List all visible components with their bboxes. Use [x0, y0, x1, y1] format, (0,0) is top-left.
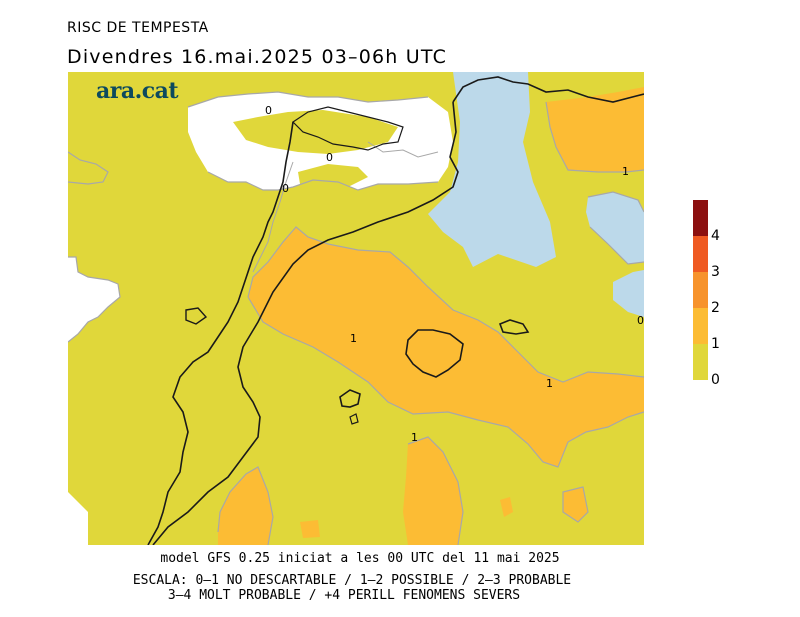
risk-color-legend: [693, 200, 708, 380]
risk-1-2-islet: [500, 497, 513, 517]
risk-1-2-southeast-blob: [563, 487, 588, 522]
scale-description-line-1: ESCALA: 0–1 NO DESCARTABLE / 1–2 POSSIBL…: [132, 573, 572, 588]
legend-swatch-4-plus: [693, 200, 708, 236]
risk-1-2-south: [218, 467, 273, 545]
risk-1-2-northeast: [546, 87, 644, 172]
no-data-area-sw-edge: [68, 492, 88, 545]
contour-label: 0: [326, 151, 333, 164]
coastlines: [147, 76, 644, 545]
map-title: RISC DE TEMPESTA: [67, 20, 209, 36]
contour-lines: [68, 91, 644, 545]
forecast-datetime: Divendres 16.mai.2025 03–06h UTC: [67, 46, 448, 68]
contour-label: 1: [350, 332, 357, 345]
scale-description-line-2: 3–4 MOLT PROBABLE / +4 PERILL FENOMENS S…: [167, 588, 521, 603]
contour-label: 0: [265, 104, 272, 117]
model-info: model GFS 0.25 iniciat a les 00 UTC del …: [160, 551, 560, 566]
legend-label: 0: [711, 372, 720, 388]
contour-label: 0: [282, 182, 289, 195]
sea-southeast: [613, 270, 644, 317]
sea-gulf-of-lion: [428, 72, 556, 267]
legend-label: 3: [711, 264, 720, 280]
no-data-area-western-coast: [68, 257, 120, 342]
contour-label: 1: [411, 431, 418, 444]
risk-1-2-south-center: [403, 437, 463, 545]
sea-east: [586, 192, 644, 264]
map-canvas: [68, 72, 644, 545]
internal-borders: [252, 141, 439, 273]
storm-risk-map: [68, 72, 644, 545]
legend-label: 4: [711, 228, 720, 244]
legend-label: 2: [711, 300, 720, 316]
risk-1-2-central: [248, 227, 644, 467]
legend-swatch-0-1: [693, 344, 708, 380]
contour-label: 0: [637, 314, 644, 327]
legend-swatch-2-3: [693, 272, 708, 308]
legend-swatch-3-4: [693, 236, 708, 272]
brand-logo: ara.cat: [96, 78, 179, 104]
contour-label: 1: [622, 165, 629, 178]
risk-1-2-south-small: [300, 520, 320, 538]
no-data-area-northwest: [68, 152, 108, 184]
risk-0-1-lobe: [298, 164, 368, 190]
legend-label: 1: [711, 336, 720, 352]
legend-swatch-1-2: [693, 308, 708, 344]
risk-0-1-tongue: [233, 110, 398, 154]
contour-label: 1: [546, 377, 553, 390]
